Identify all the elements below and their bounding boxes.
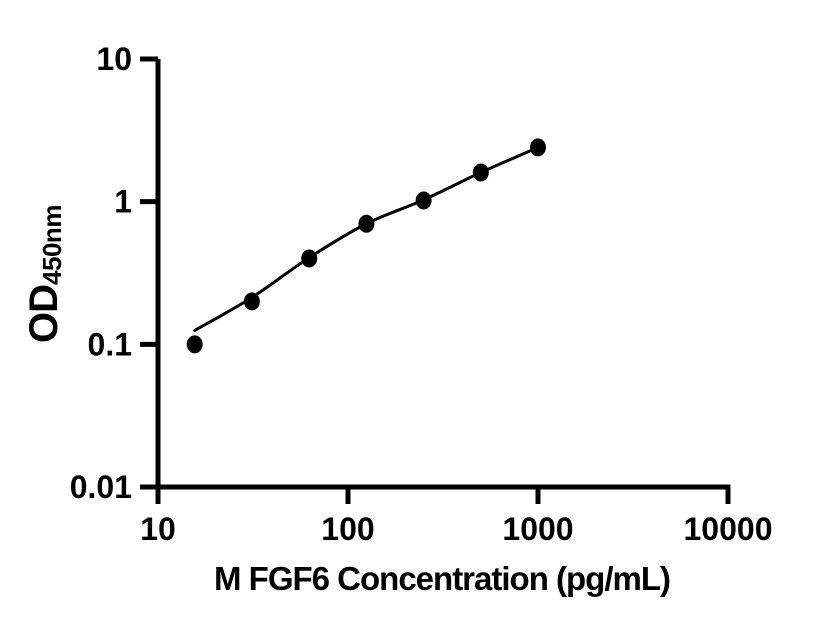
y-axis-title-main: OD	[22, 284, 66, 343]
data-point	[186, 335, 203, 354]
y-tick-label: 10	[96, 41, 132, 77]
y-tick-label: 0.1	[88, 326, 132, 362]
x-tick-label: 1000	[502, 511, 573, 547]
y-tick-label: 1	[114, 184, 132, 220]
y-tick-label: 0.01	[70, 469, 132, 505]
data-point	[243, 292, 260, 311]
data-point	[530, 138, 546, 157]
x-tick-label: 10000	[684, 511, 773, 547]
data-point	[301, 249, 318, 268]
y-axis-title: OD450nm	[22, 205, 67, 343]
data-point	[415, 191, 432, 210]
x-tick-label: 10	[140, 511, 176, 547]
x-tick-label: 100	[321, 511, 374, 547]
data-point	[358, 214, 375, 233]
x-axis-title: M FGF6 Concentration (pg/mL)	[214, 560, 671, 597]
y-axis-title-subscript: 450nm	[36, 205, 67, 285]
data-point	[472, 163, 489, 182]
